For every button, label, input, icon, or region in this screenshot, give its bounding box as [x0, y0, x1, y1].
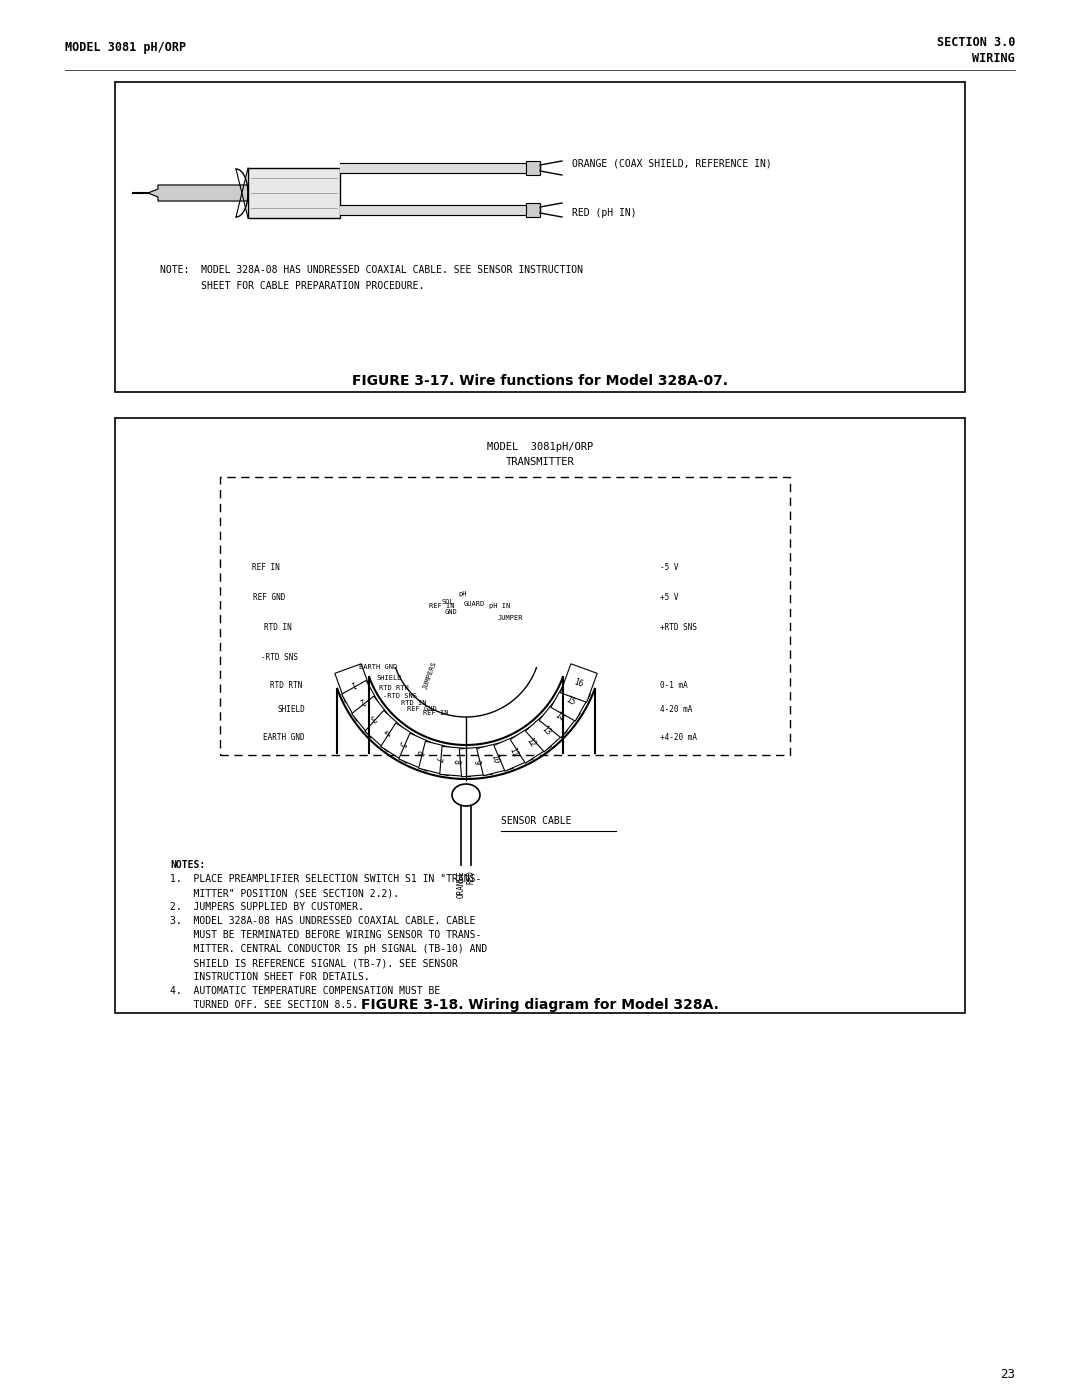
Text: GND: GND [445, 609, 458, 615]
Text: pH: pH [458, 591, 467, 597]
Bar [419, 742, 456, 775]
Text: MODEL 3081 pH/ORP: MODEL 3081 pH/ORP [65, 42, 186, 54]
Text: SHIELD: SHIELD [377, 675, 403, 680]
Bar [510, 722, 551, 763]
Text: SOL: SOL [442, 598, 455, 605]
Text: MUST BE TERMINATED BEFORE WIRING SENSOR TO TRANS-: MUST BE TERMINATED BEFORE WIRING SENSOR … [170, 930, 482, 940]
Text: 4-20 mA: 4-20 mA [660, 705, 692, 714]
Text: 1.  PLACE PREAMPLIFIER SELECTION SWITCH S1 IN "TRANS-: 1. PLACE PREAMPLIFIER SELECTION SWITCH S… [170, 875, 482, 884]
Ellipse shape [453, 784, 480, 806]
Text: RTD RTN: RTD RTN [270, 680, 302, 690]
Bar [365, 711, 406, 752]
Text: MODEL  3081pH/ORP: MODEL 3081pH/ORP [487, 441, 593, 453]
Text: GUARD: GUARD [463, 601, 485, 606]
Text: FIGURE 3-17. Wire functions for Model 328A-07.: FIGURE 3-17. Wire functions for Model 32… [352, 374, 728, 388]
Text: REF GND: REF GND [407, 705, 437, 712]
Polygon shape [148, 184, 248, 201]
Text: 7: 7 [432, 756, 442, 761]
Text: EARTH GND: EARTH GND [264, 732, 305, 742]
Bar [494, 733, 534, 771]
Text: 2.  JUMPERS SUPPLIED BY CUSTOMER.: 2. JUMPERS SUPPLIED BY CUSTOMER. [170, 902, 364, 912]
Bar [526, 203, 540, 217]
Text: 2: 2 [357, 696, 366, 705]
Bar [526, 161, 540, 175]
Text: TRANSMITTER: TRANSMITTER [505, 457, 575, 467]
Text: 5: 5 [396, 739, 406, 747]
Text: WIRING: WIRING [972, 52, 1015, 64]
Text: INSTRUCTION SHEET FOR DETAILS.: INSTRUCTION SHEET FOR DETAILS. [170, 972, 369, 982]
Text: SHIELD IS REFERENCE SIGNAL (TB-7). SEE SENSOR: SHIELD IS REFERENCE SIGNAL (TB-7). SEE S… [170, 958, 458, 968]
Text: RED (pH IN): RED (pH IN) [572, 208, 636, 218]
Text: REF IN: REF IN [253, 563, 280, 573]
Text: 10: 10 [489, 753, 500, 764]
Text: +4-20 mA: +4-20 mA [660, 732, 697, 742]
Text: 15: 15 [565, 694, 577, 707]
Bar [440, 746, 473, 777]
Text: 3.  MODEL 328A-08 HAS UNDRESSED COAXIAL CABLE. CABLE: 3. MODEL 328A-08 HAS UNDRESSED COAXIAL C… [170, 916, 475, 926]
Text: 6: 6 [414, 749, 423, 756]
Bar [335, 664, 372, 703]
Text: FIGURE 3-18. Wiring diagram for Model 328A.: FIGURE 3-18. Wiring diagram for Model 32… [361, 997, 719, 1011]
Text: +RTD SNS: +RTD SNS [660, 623, 697, 633]
Text: SECTION 3.0: SECTION 3.0 [936, 36, 1015, 49]
Text: RED: RED [467, 870, 475, 884]
Text: EARTH GND: EARTH GND [360, 664, 397, 671]
Text: JUMPER: JUMPER [497, 615, 523, 622]
Text: JUMPERS: JUMPERS [422, 659, 437, 690]
Bar [248, 168, 340, 218]
Bar [352, 696, 393, 738]
Bar [114, 418, 966, 1013]
Text: TURNED OFF. SEE SECTION 8.5.: TURNED OFF. SEE SECTION 8.5. [170, 1000, 357, 1010]
Text: RTD RTN: RTD RTN [379, 685, 409, 690]
Bar [399, 733, 438, 771]
Text: NOTES:: NOTES: [170, 861, 205, 870]
Text: 11: 11 [508, 746, 519, 759]
Text: ORANGE (COAX SHIELD, REFERENCE IN): ORANGE (COAX SHIELD, REFERENCE IN) [572, 158, 772, 168]
Text: 13: 13 [540, 725, 553, 738]
Text: REF IN: REF IN [423, 710, 448, 715]
Text: ORANGE: ORANGE [457, 870, 465, 898]
Text: +5 V: +5 V [660, 594, 678, 602]
Text: SENSOR CABLE: SENSOR CABLE [501, 816, 571, 826]
Text: REF GND: REF GND [253, 594, 285, 602]
Text: 1: 1 [350, 678, 357, 689]
Text: 3: 3 [367, 712, 377, 722]
Text: 14: 14 [553, 711, 566, 724]
Bar [551, 680, 591, 721]
Text: NOTE:  MODEL 328A-08 HAS UNDRESSED COAXIAL CABLE. SEE SENSOR INSTRUCTION: NOTE: MODEL 328A-08 HAS UNDRESSED COAXIA… [160, 265, 583, 275]
Bar [476, 742, 513, 775]
Text: REF IN: REF IN [429, 604, 455, 609]
Text: 8: 8 [451, 759, 461, 764]
Bar [341, 680, 381, 721]
Text: 4.  AUTOMATIC TEMPERATURE COMPENSATION MUST BE: 4. AUTOMATIC TEMPERATURE COMPENSATION MU… [170, 986, 441, 996]
Text: 16: 16 [572, 678, 584, 689]
Text: pH IN: pH IN [489, 604, 511, 609]
Text: RTD IN: RTD IN [265, 623, 292, 633]
Text: -RTD SNS: -RTD SNS [383, 693, 417, 700]
Text: 4: 4 [381, 726, 391, 736]
Bar [114, 82, 966, 393]
Bar [220, 476, 789, 754]
Text: 9: 9 [471, 759, 481, 764]
Bar [539, 696, 580, 738]
Text: -5 V: -5 V [660, 563, 678, 573]
Bar [381, 722, 422, 763]
Text: -RTD SNS: -RTD SNS [261, 652, 298, 662]
Text: SHEET FOR CABLE PREPARATION PROCEDURE.: SHEET FOR CABLE PREPARATION PROCEDURE. [160, 281, 424, 291]
Text: MITTER" POSITION (SEE SECTION 2.2).: MITTER" POSITION (SEE SECTION 2.2). [170, 888, 400, 898]
Text: SHIELD: SHIELD [278, 705, 305, 714]
Text: 12: 12 [525, 736, 537, 749]
Text: RTD IN: RTD IN [401, 700, 427, 707]
Bar [561, 664, 597, 703]
Text: 23: 23 [1000, 1369, 1015, 1382]
Text: 0-1 mA: 0-1 mA [660, 680, 688, 690]
Text: MITTER. CENTRAL CONDUCTOR IS pH SIGNAL (TB-10) AND: MITTER. CENTRAL CONDUCTOR IS pH SIGNAL (… [170, 944, 487, 954]
Bar [526, 711, 567, 752]
Bar [459, 746, 492, 777]
